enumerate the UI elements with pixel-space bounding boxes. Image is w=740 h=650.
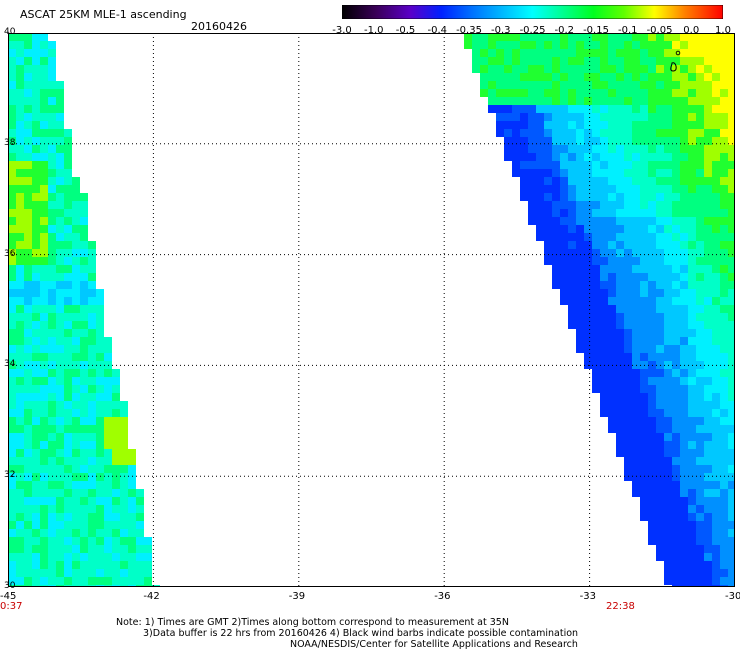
map-title: ASCAT 25KM MLE-1 ascending [20, 8, 187, 21]
colorbar-tick-label: -0.25 [519, 25, 546, 36]
right-swath [464, 33, 735, 587]
longitude-label: -30 [725, 591, 740, 602]
note-line-2: 3)Data buffer is 22 hrs from 20160426 4)… [143, 628, 579, 639]
time-label-left: 0:37 [0, 601, 23, 612]
colorbar-tick-label: -1.0 [363, 25, 384, 36]
latitude-label: 36 [4, 248, 16, 259]
colorbar-tick-label: -0.5 [395, 25, 416, 36]
colorbar-tick-label: -0.1 [617, 25, 638, 36]
longitude-label: -39 [288, 591, 306, 602]
left-swath [8, 33, 160, 587]
latitude-label: 30 [4, 581, 16, 591]
latitude-label: 34 [4, 359, 16, 370]
latitude-label: 40 [4, 27, 16, 37]
colorbar-tick-label: -3.0 [332, 25, 352, 36]
note-line-1: Note: 1) Times are GMT 2)Times along bot… [116, 617, 509, 628]
map-gridlines [8, 33, 735, 587]
latitude-label: 32 [4, 470, 16, 481]
colorbar-tick-label: 0.0 [683, 25, 700, 36]
colorbar [342, 5, 723, 19]
colorbar-tick-label: -0.15 [583, 25, 609, 36]
colorbar-tick-label: -0.35 [456, 25, 482, 36]
longitude-label: -42 [143, 591, 160, 602]
colorbar-tick-label: 1.0 [715, 25, 731, 36]
time-label-right: 22:38 [606, 601, 635, 612]
note-line-3: NOAA/NESDIS/Center for Satellite Applica… [290, 639, 578, 650]
map-date: 20160426 [191, 20, 247, 33]
longitude-label: -33 [579, 591, 596, 602]
colorbar-tick-label: -0.3 [490, 25, 511, 36]
colorbar-tick-label: -0.4 [427, 25, 447, 36]
latitude-label: 38 [4, 137, 16, 148]
contamination-barb-marks [670, 50, 681, 72]
colorbar-tick-label: -0.2 [554, 25, 574, 36]
longitude-label: -45 [0, 591, 17, 602]
scatterometer-map [8, 33, 735, 587]
longitude-label: -36 [434, 591, 451, 602]
colorbar-tick-label: -0.05 [646, 25, 673, 36]
